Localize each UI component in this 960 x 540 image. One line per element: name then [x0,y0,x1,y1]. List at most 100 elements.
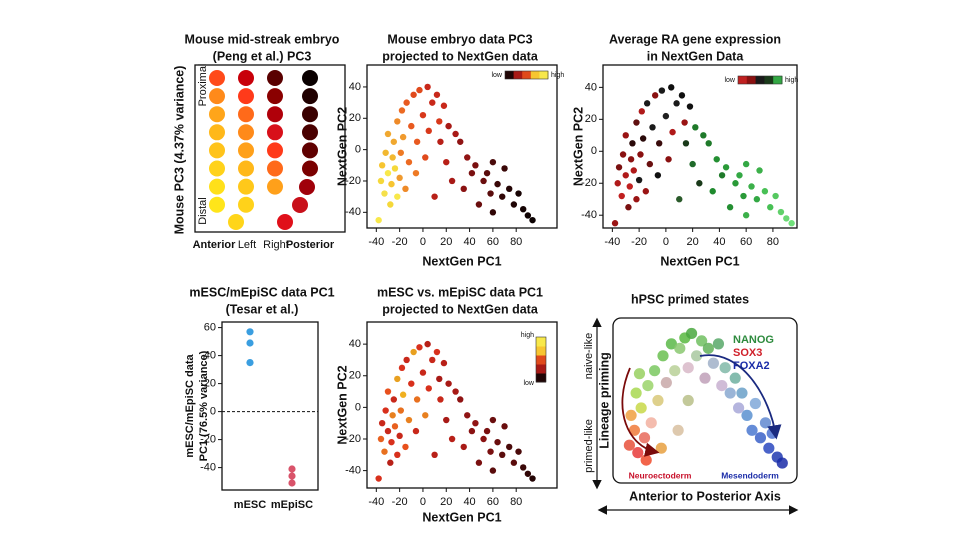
colorbar-label: low [523,380,534,387]
y-tick-label: 0 [355,144,361,156]
point [660,377,672,389]
point [657,350,669,362]
x-tick-label: 40 [713,236,725,248]
embryo-dot [292,197,308,213]
point [429,99,436,106]
point [685,327,698,340]
point [622,132,629,139]
x-tick-label: Anterior [193,239,237,251]
colorbar-segment [746,76,757,84]
point [642,188,650,195]
plot-frame [602,64,798,229]
x-tick-label: 0 [663,236,669,248]
point [431,451,438,458]
point [729,372,741,384]
point [519,464,527,471]
annotation: Neuroectoderm [629,470,692,480]
y-tick-label: 60 [204,322,216,334]
point [419,111,427,119]
point [635,176,643,184]
colorbar-frame [535,336,547,383]
point [422,154,429,161]
embryo-dot [238,160,254,177]
y-tick-label: 40 [585,81,597,93]
point [424,340,431,348]
x-tick-label: 60 [740,236,752,248]
y-tick-label: 40 [349,81,361,93]
point [437,396,444,403]
point [719,362,731,374]
point [457,396,464,403]
embryo-dot [238,178,254,195]
y-tick-label: -20 [581,177,597,189]
point [410,91,417,98]
chart-title: Mouse mid-streak embryo [185,32,340,46]
point [387,459,394,466]
colorbar-label: low [491,72,502,79]
point [707,357,720,369]
point [246,339,254,347]
point [628,424,641,436]
point [696,335,708,347]
colorbar-label: high [785,77,798,84]
y-tick-label: 0 [355,401,361,413]
embryo-dot [267,178,283,195]
x-axis-label: Anterior to Posterior Axis [629,489,781,503]
point [448,435,456,443]
point [615,164,623,171]
point [452,388,459,395]
y-tick-label: -20 [345,175,361,187]
point [626,183,633,190]
point [501,165,508,172]
point [646,160,654,168]
point [510,201,518,208]
colorbar-segment [773,76,783,84]
y-axis-label: mESC/mEpiSC data [184,353,196,457]
point [468,169,476,177]
point [399,133,407,141]
embryo-dot [302,106,318,123]
embryo-dot [209,178,225,195]
colorbar-frame [737,75,783,85]
colorbar-frame [504,70,549,80]
point [460,185,467,193]
point [389,154,396,161]
point [524,212,532,219]
embryo-dot [209,88,225,105]
point [665,338,678,350]
x-tick-label: -40 [368,496,384,508]
point [678,92,686,99]
point [429,356,436,364]
colorbar-segment [536,355,546,365]
embryo-dot [302,124,318,141]
point [378,162,386,169]
point [741,409,753,421]
colorbar-segment [764,76,774,84]
y-tick-label: -40 [581,209,597,221]
point [746,424,758,436]
point [712,338,725,350]
embryo-dot [302,88,318,105]
point [375,216,382,224]
point [445,122,452,130]
point [499,193,506,200]
point [475,201,483,208]
point [674,342,686,354]
point [377,435,385,443]
y-axis-label: PC1 (76.5% variance) [198,350,210,461]
embryo-dot [238,70,254,86]
x-tick-label: 80 [767,236,779,248]
embryo-dot [209,142,225,159]
point [388,180,395,188]
point [529,475,536,482]
point [645,417,657,429]
x-tick-label: Right [263,239,289,251]
annotation: Mesendoderm [721,470,779,480]
point [288,479,296,487]
embryo-dot [267,124,283,141]
point [665,156,672,163]
embryo-dot [228,214,244,230]
point [654,172,662,179]
point [288,472,296,480]
